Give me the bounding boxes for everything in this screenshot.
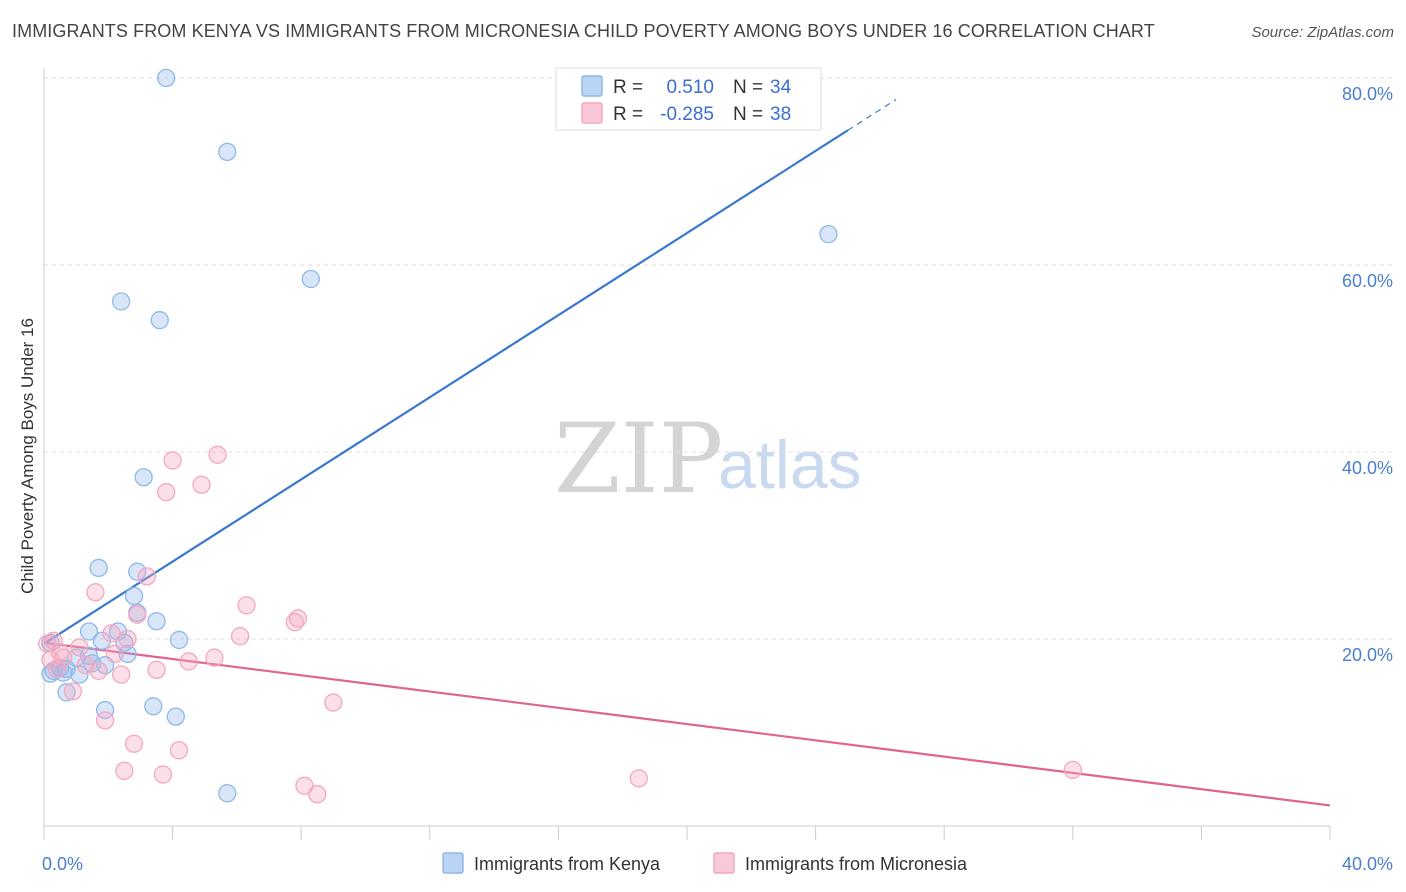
point-micronesia [105,644,124,664]
point-kenya [95,700,115,720]
point-micronesia [86,583,105,602]
y-axis-label: Child Poverty Among Boys Under 16 [18,318,37,594]
point-kenya [134,468,153,487]
point-micronesia [295,776,314,795]
legend-bottom: Immigrants from Kenya Immigrants from Mi… [442,852,968,874]
point-kenya [144,697,163,716]
legend-bottom-swatch-micronesia [713,852,735,874]
point-micronesia [112,665,131,684]
legend-bottom-label-kenya: Immigrants from Kenya [474,854,661,874]
tick-labels: 20.0% 40.0% 60.0% 80.0% 0.0% 40.0% [42,84,1393,874]
point-micronesia [95,711,115,730]
y-tick-label: 20.0% [1342,645,1393,665]
point-micronesia [205,648,224,667]
point-micronesia [324,693,343,712]
point-kenya [819,224,838,244]
legend-r-label-micronesia: R = [613,104,643,125]
point-kenya [218,784,237,803]
point-micronesia [115,761,134,780]
gridlines [44,77,1392,640]
point-micronesia [118,629,137,649]
point-kenya [92,631,112,651]
point-kenya [124,586,144,606]
legend-n-label-kenya: N = [733,77,763,98]
trend-lines [43,99,1331,807]
trend-line-1 [43,641,1331,807]
watermark-atlas: atlas [718,427,862,503]
point-kenya [70,665,89,684]
point-micronesia [47,659,67,679]
point-micronesia [208,445,227,464]
point-kenya [128,562,147,581]
point-micronesia [237,596,256,615]
legend-n-value-micronesia: 38 [770,104,791,125]
legend-swatch-micronesia [581,102,603,124]
legend-bottom-label-micronesia: Immigrants from Micronesia [745,854,968,874]
x-tick-label: 0.0% [42,854,83,874]
point-micronesia [153,765,173,784]
point-micronesia [179,652,198,671]
legend-r-value-kenya: 0.510 [666,77,714,98]
point-kenya [57,683,76,702]
y-tick-label: 60.0% [1342,271,1393,291]
point-micronesia [157,483,176,502]
source-label: Source: ZipAtlas.com [1251,24,1394,41]
point-kenya [150,311,169,330]
x-tick-label: 40.0% [1342,854,1393,874]
point-micronesia [1063,760,1082,780]
point-kenya [301,269,320,289]
point-kenya [166,707,185,726]
point-micronesia [102,624,121,643]
watermark-zip: ZIP [554,403,723,515]
point-kenya [112,292,131,311]
point-micronesia [89,661,108,680]
point-kenya [157,68,176,88]
legend-n-value-kenya: 34 [770,77,792,98]
point-micronesia [147,660,166,680]
point-micronesia [192,475,211,494]
legend-r-label-kenya: R = [613,77,643,98]
trend-line-0 [43,129,849,645]
data-points [38,68,1082,804]
legend-swatch-kenya [581,75,603,97]
legend-top: R = 0.510 N = 34 R = -0.285 N = 38 [555,67,822,131]
point-kenya [147,612,166,631]
point-micronesia [137,567,157,586]
point-micronesia [128,605,147,624]
point-micronesia [124,734,144,753]
axes [43,68,1331,840]
point-kenya [118,644,137,664]
point-micronesia [308,785,327,804]
point-kenya [79,622,99,641]
y-tick-label: 80.0% [1342,84,1393,104]
point-micronesia [629,769,648,788]
point-micronesia [163,451,182,470]
point-micronesia [41,650,60,669]
point-kenya [169,630,189,650]
trend-line-extension-0 [847,99,897,131]
point-micronesia [285,613,304,632]
point-kenya [218,142,237,162]
point-micronesia [63,682,83,701]
watermark: ZIP atlas [554,403,862,515]
legend-bottom-swatch-kenya [442,852,464,874]
point-micronesia [230,627,250,646]
point-micronesia [169,741,189,760]
y-tick-label: 40.0% [1342,458,1393,478]
point-micronesia [70,638,89,657]
point-kenya [108,622,128,641]
legend-r-value-micronesia: -0.285 [660,104,714,125]
chart-title: IMMIGRANTS FROM KENYA VS IMMIGRANTS FROM… [12,21,1155,41]
legend-n-label-micronesia: N = [733,104,763,125]
point-kenya [89,558,108,578]
